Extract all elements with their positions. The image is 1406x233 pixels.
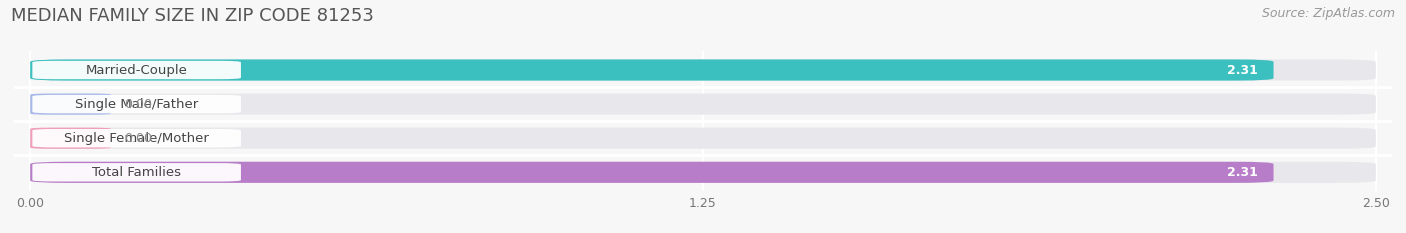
Text: 0.00: 0.00	[124, 132, 152, 145]
FancyBboxPatch shape	[32, 163, 240, 182]
FancyBboxPatch shape	[30, 162, 1376, 183]
FancyBboxPatch shape	[30, 59, 1376, 81]
FancyBboxPatch shape	[32, 61, 240, 79]
Text: Single Male/Father: Single Male/Father	[75, 98, 198, 111]
Text: Total Families: Total Families	[93, 166, 181, 179]
Text: MEDIAN FAMILY SIZE IN ZIP CODE 81253: MEDIAN FAMILY SIZE IN ZIP CODE 81253	[11, 7, 374, 25]
FancyBboxPatch shape	[30, 162, 1274, 183]
FancyBboxPatch shape	[32, 129, 240, 147]
Text: Single Female/Mother: Single Female/Mother	[65, 132, 209, 145]
FancyBboxPatch shape	[30, 128, 111, 149]
FancyBboxPatch shape	[32, 95, 240, 113]
FancyBboxPatch shape	[30, 93, 111, 115]
Text: 0.00: 0.00	[124, 98, 152, 111]
Text: Source: ZipAtlas.com: Source: ZipAtlas.com	[1261, 7, 1395, 20]
Text: 2.31: 2.31	[1226, 166, 1257, 179]
Text: Married-Couple: Married-Couple	[86, 64, 187, 76]
FancyBboxPatch shape	[30, 59, 1274, 81]
FancyBboxPatch shape	[30, 128, 1376, 149]
FancyBboxPatch shape	[30, 93, 1376, 115]
Text: 2.31: 2.31	[1226, 64, 1257, 76]
